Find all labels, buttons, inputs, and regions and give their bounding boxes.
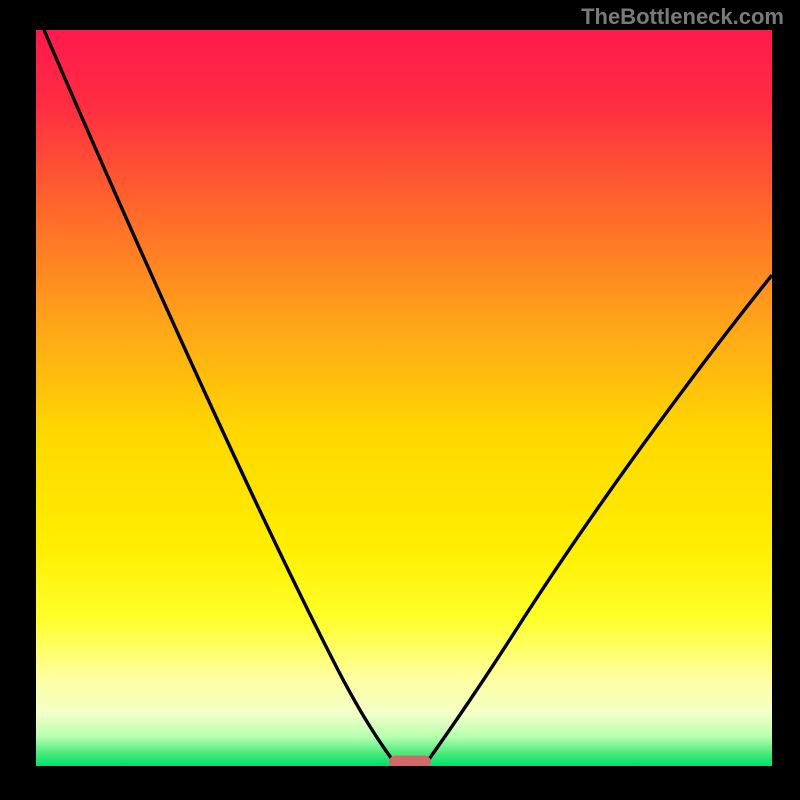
chart-background	[36, 30, 772, 766]
chart-svg	[36, 30, 772, 766]
watermark-text: TheBottleneck.com	[581, 4, 784, 30]
optimal-marker	[389, 756, 431, 767]
bottleneck-chart	[36, 30, 772, 766]
